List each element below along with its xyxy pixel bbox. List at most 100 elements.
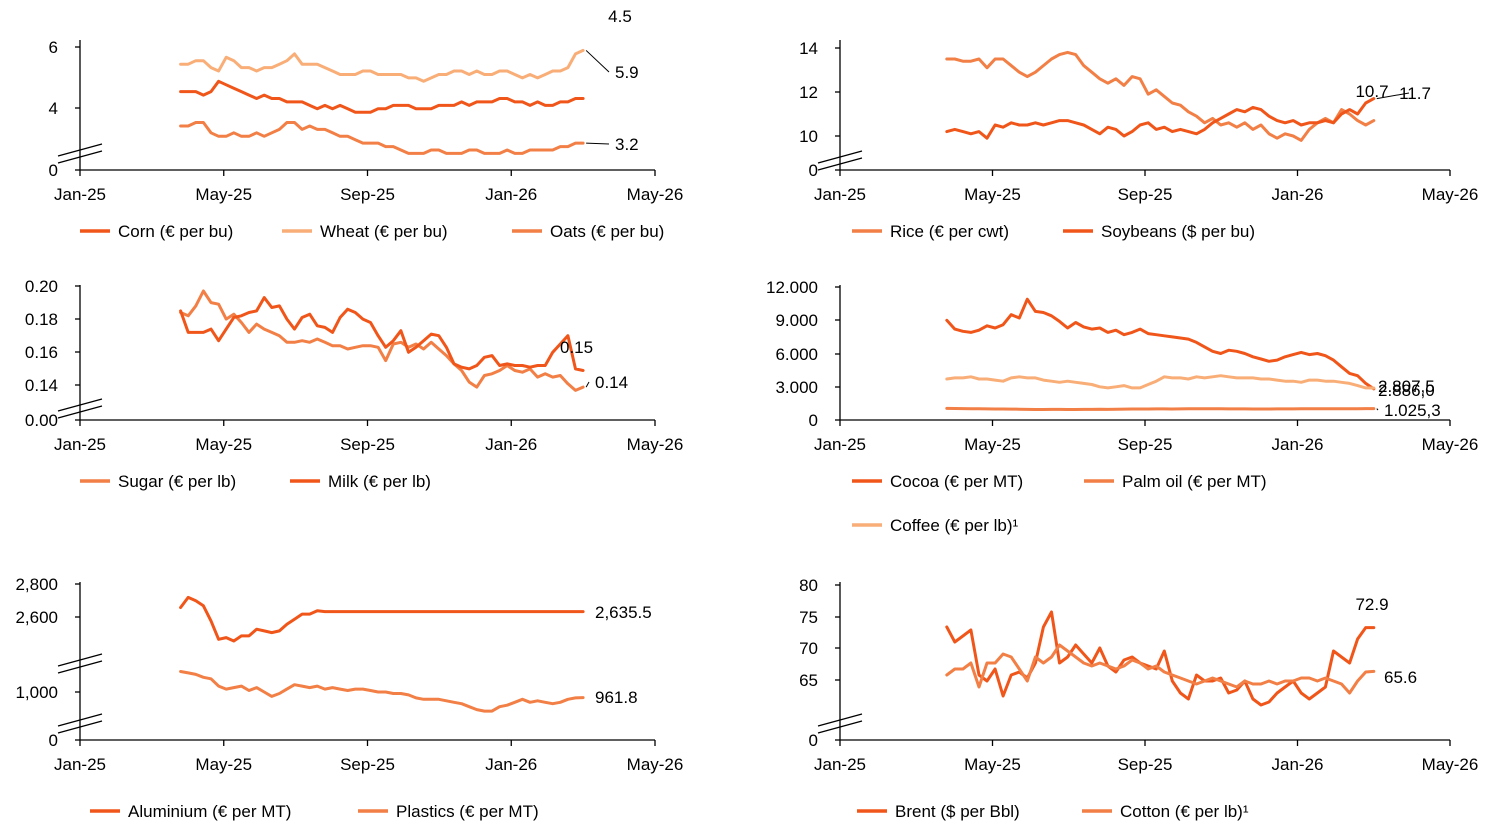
y-tick-label: 0.00 xyxy=(25,411,58,430)
legend-label: Palm oil (€ per MT) xyxy=(1122,472,1267,491)
x-tick-label: May-25 xyxy=(195,435,252,454)
x-tick-label: Jan-26 xyxy=(1272,435,1324,454)
x-tick-label: Sep-25 xyxy=(1118,755,1173,774)
series-end-label: 5.9 xyxy=(615,63,639,82)
legend-label: Sugar (€ per lb) xyxy=(118,472,236,491)
x-tick-label: May-25 xyxy=(195,755,252,774)
y-tick-label: 6.000 xyxy=(775,345,818,364)
x-tick-label: May-26 xyxy=(627,755,684,774)
series-line xyxy=(179,121,585,155)
x-tick-label: Sep-25 xyxy=(1118,435,1173,454)
x-tick-label: May-25 xyxy=(964,435,1021,454)
series-line xyxy=(179,79,585,114)
end-label-leader xyxy=(585,381,590,388)
x-tick-label: Jan-25 xyxy=(814,435,866,454)
x-tick-label: Jan-26 xyxy=(1272,185,1324,204)
series-end-label: 10.7 xyxy=(1355,82,1388,101)
series-line xyxy=(945,50,1376,142)
y-tick-label: 70 xyxy=(799,639,818,658)
end-label-leader xyxy=(1376,408,1379,411)
series-line xyxy=(945,610,1376,707)
x-tick-label: Jan-25 xyxy=(54,755,106,774)
series-end-label: 2.807,5 xyxy=(1378,377,1435,396)
y-tick-label: 3.000 xyxy=(775,378,818,397)
x-tick-label: Jan-26 xyxy=(1272,755,1324,774)
series-end-label: 2,635.5 xyxy=(595,603,652,622)
series-line xyxy=(945,297,1376,391)
series-line xyxy=(945,97,1376,140)
y-tick-label: 0 xyxy=(809,161,818,180)
x-tick-label: Jan-26 xyxy=(485,435,537,454)
axis-break-mark xyxy=(57,660,103,674)
y-tick-label: 0 xyxy=(809,411,818,430)
y-tick-label: 0.20 xyxy=(25,277,58,296)
x-tick-label: Jan-26 xyxy=(485,755,537,774)
series-end-label: 4.5 xyxy=(608,7,632,26)
x-tick-label: May-25 xyxy=(195,185,252,204)
y-tick-label: 75 xyxy=(799,608,818,627)
series-end-label: 0.14 xyxy=(595,373,628,392)
series-line xyxy=(179,289,585,392)
series-end-label: 1.025,3 xyxy=(1384,401,1441,420)
y-tick-label: 14 xyxy=(799,39,818,58)
y-tick-label: 0 xyxy=(49,161,58,180)
y-tick-label: 10 xyxy=(799,127,818,146)
axis-break-mark xyxy=(817,150,863,164)
y-tick-label: 9.000 xyxy=(775,311,818,330)
legend-label: Brent ($ per Bbl) xyxy=(895,802,1020,821)
y-tick-label: 0.14 xyxy=(25,376,58,395)
axis-break-mark xyxy=(817,713,863,727)
y-tick-label: 0.16 xyxy=(25,343,58,362)
x-tick-label: Jan-25 xyxy=(814,185,866,204)
legend-label: Coffee (€ per lb)¹ xyxy=(890,516,1019,535)
axis-break-mark xyxy=(57,653,103,667)
x-tick-label: Sep-25 xyxy=(1118,185,1173,204)
legend-label: Soybeans ($ per bu) xyxy=(1101,222,1255,241)
series-line xyxy=(945,374,1376,390)
series-line xyxy=(945,406,1376,411)
series-line xyxy=(179,296,585,372)
y-tick-label: 0.18 xyxy=(25,310,58,329)
y-tick-label: 12.000 xyxy=(766,278,818,297)
x-tick-label: Sep-25 xyxy=(340,435,395,454)
axis-break-mark xyxy=(817,157,863,171)
end-label-leader xyxy=(1376,92,1410,100)
legend-label: Aluminium (€ per MT) xyxy=(128,802,291,821)
x-tick-label: May-25 xyxy=(964,755,1021,774)
axis-break-mark xyxy=(817,720,863,734)
x-tick-label: May-26 xyxy=(627,435,684,454)
series-end-label: 0.15 xyxy=(560,338,593,357)
series-line xyxy=(945,643,1376,695)
legend-label: Rice (€ per cwt) xyxy=(890,222,1009,241)
y-tick-label: 80 xyxy=(799,576,818,595)
x-tick-label: May-26 xyxy=(1422,185,1479,204)
y-tick-label: 6 xyxy=(49,38,58,57)
x-tick-label: Jan-25 xyxy=(54,185,106,204)
y-tick-label: 4 xyxy=(49,99,58,118)
series-end-label: 2.886,0 xyxy=(1378,381,1435,400)
y-tick-label: 2,600 xyxy=(15,608,58,627)
series-end-label: 11.7 xyxy=(1399,84,1431,103)
y-tick-label: 2,800 xyxy=(15,575,58,594)
end-label-leader xyxy=(586,142,610,145)
series-end-label: 3.2 xyxy=(615,135,639,154)
axis-break-mark xyxy=(57,150,103,164)
series-line xyxy=(179,595,585,643)
y-tick-label: 0 xyxy=(49,731,58,750)
x-tick-label: Sep-25 xyxy=(340,755,395,774)
x-tick-label: Jan-26 xyxy=(485,185,537,204)
legend-label: Cocoa (€ per MT) xyxy=(890,472,1023,491)
x-tick-label: May-26 xyxy=(1422,435,1479,454)
y-tick-label: 65 xyxy=(799,671,818,690)
legend-label: Plastics (€ per MT) xyxy=(396,802,539,821)
x-tick-label: Jan-25 xyxy=(54,435,106,454)
end-label-leader xyxy=(585,50,610,73)
axis-break-mark xyxy=(57,713,103,727)
x-tick-label: Sep-25 xyxy=(340,185,395,204)
y-tick-label: 1,000 xyxy=(15,683,58,702)
series-end-label: 72.9 xyxy=(1355,595,1388,614)
legend-label: Corn (€ per bu) xyxy=(118,222,233,241)
axis-break-mark xyxy=(57,720,103,734)
x-tick-label: Jan-25 xyxy=(814,755,866,774)
